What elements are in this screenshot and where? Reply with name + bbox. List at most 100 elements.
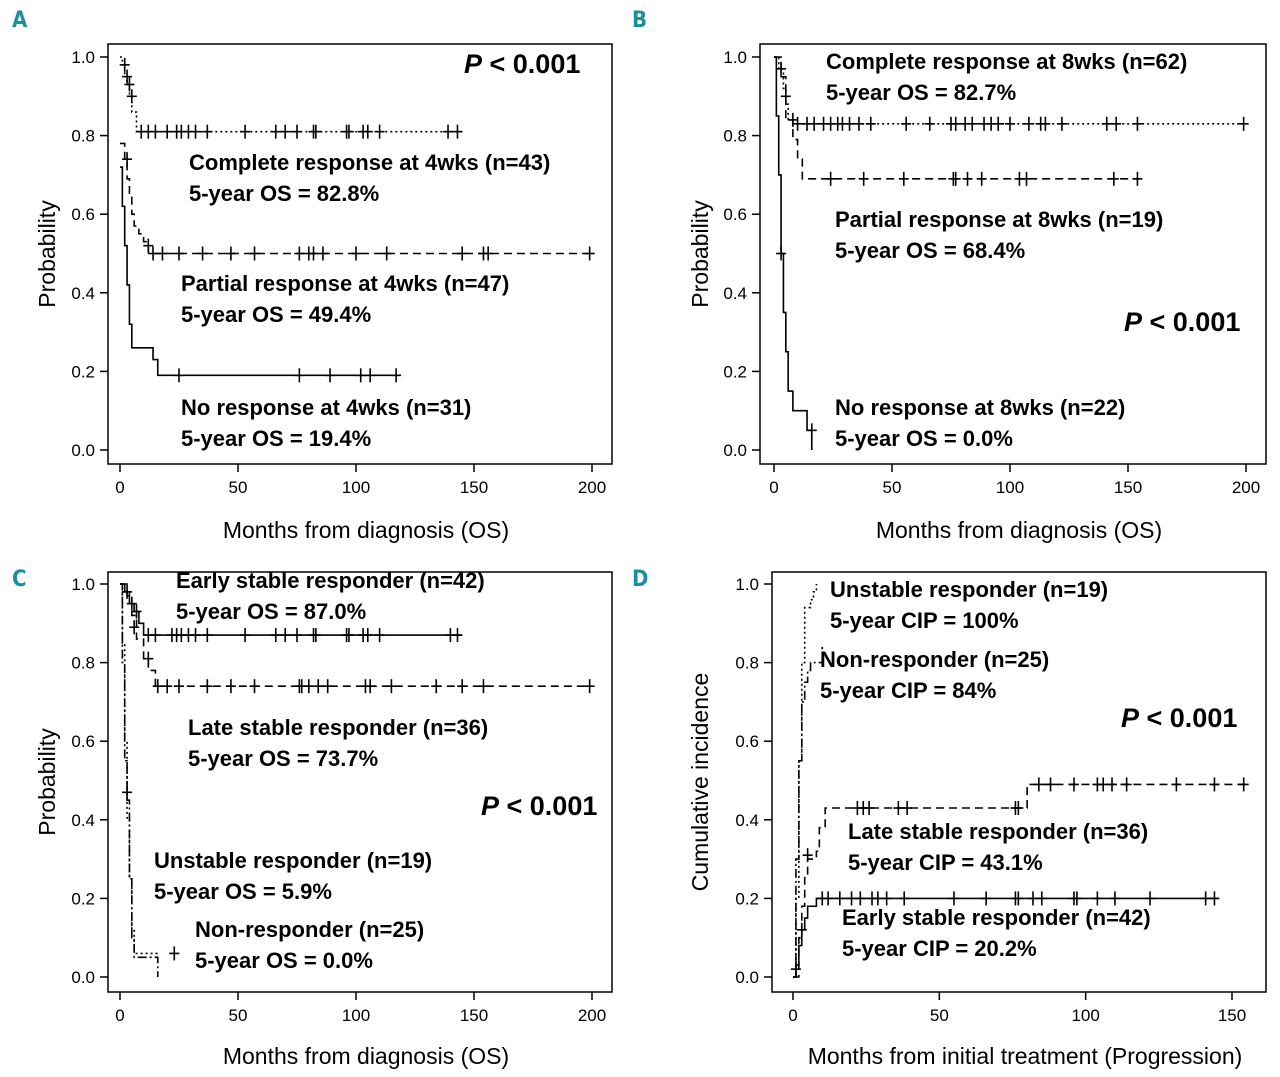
panel-a-series-3-legend-name: No response at 4wks (n=31) [181, 395, 471, 420]
panel-d-y-tick-label: 1.0 [735, 575, 759, 594]
panel-c-x-tick-label: 0 [115, 1006, 124, 1025]
panel-b-y-tick-label: 0.4 [723, 284, 747, 303]
panel-b-series-2-curve [774, 56, 1140, 180]
panel-d-p-value: P < 0.001 [1121, 703, 1237, 733]
panel-b-p-value-italic: P [1124, 307, 1143, 337]
panel-a-y-tick-label: 0.0 [71, 441, 95, 460]
panel-b-series-2-legend-name: Partial response at 8wks (n=19) [835, 207, 1163, 232]
panel-a-x-tick-label: 50 [229, 478, 248, 497]
panel-a-series-3-legend-summary: 5-year OS = 19.4% [181, 426, 371, 451]
panel-c-y-axis-label: Probability [34, 728, 60, 836]
panel-d-series-2-legend-name: Non-responder (n=25) [820, 647, 1049, 672]
panel-a-p-value: P < 0.001 [464, 49, 580, 79]
panel-b-series-3-legend-name: No response at 8wks (n=22) [835, 395, 1125, 420]
panel-c-y-tick-label: 0.2 [71, 889, 95, 908]
panel-a-x-tick-label: 0 [115, 478, 124, 497]
panel-c-x-tick-label: 50 [229, 1006, 248, 1025]
panel-d: D 0 50 100 150 0.0 0.2 0.4 0.6 0.8 1.0 Months from … [632, 567, 1267, 1069]
panel-c-series-2-legend-summary: 5-year OS = 73.7% [188, 746, 378, 771]
panel-c-series-1-legend-name: Early stable responder (n=42) [176, 568, 485, 593]
panel-a-series-1-legend-summary: 5-year OS = 82.8% [189, 181, 379, 206]
panel-b-x-tick-label: 0 [769, 478, 778, 497]
panel-a-x-tick-label: 200 [578, 478, 606, 497]
panel-d-p-value-rest: < 0.001 [1139, 703, 1237, 733]
panel-a-series-1-legend-name: Complete response at 4wks (n=43) [189, 150, 550, 175]
panel-c-series-2-curve [120, 583, 590, 687]
panel-d-letter: D [632, 567, 648, 592]
panel-a-series-3-curve [120, 166, 399, 377]
panel-d-series-3-legend-summary: 5-year CIP = 43.1% [848, 850, 1043, 875]
panel-d-y-tick-label: 0.4 [735, 811, 759, 830]
panel-d-x-tick-label: 50 [930, 1006, 949, 1025]
panel-a-series-1-curve [120, 56, 463, 133]
panel-b-y-axis-label: Probability [687, 200, 713, 308]
panel-b-y-tick-label: 0.0 [723, 441, 747, 460]
panel-b-y-tick-label: 1.0 [723, 48, 747, 67]
panel-c-series-3-legend-name: Unstable responder (n=19) [154, 848, 432, 873]
panel-a: A 0 50 100 150 200 0.0 0.2 0.4 0.6 0.8 1.0 Months fr… [12, 8, 613, 543]
panel-a-series-2-curve [120, 142, 590, 255]
panel-b-x-tick-label: 100 [996, 478, 1024, 497]
panel-c-y-tick-label: 0.4 [71, 811, 95, 830]
panel-c-x-tick-label: 200 [578, 1006, 606, 1025]
panel-c: C 0 50 100 150 200 0.0 0.2 0.4 0.6 0.8 1.0 Months fr… [12, 567, 613, 1069]
panel-c-y-tick-label: 0.0 [71, 968, 95, 987]
panel-b-p-value-rest: < 0.001 [1142, 307, 1240, 337]
panel-a-x-tick-label: 150 [460, 478, 488, 497]
panel-d-series-2-curve [793, 646, 824, 978]
panel-d-y-tick-label: 0.2 [735, 889, 759, 908]
panel-a-y-tick-label: 0.2 [71, 362, 95, 381]
panel-a-y-tick-label: 0.8 [71, 127, 95, 146]
panel-b-y-tick-label: 0.8 [723, 127, 747, 146]
panel-c-y-tick-label: 0.6 [71, 732, 95, 751]
panel-b-x-tick-label: 50 [883, 478, 902, 497]
panel-a-letter: A [12, 8, 28, 33]
panel-d-series-2-legend-summary: 5-year CIP = 84% [820, 678, 996, 703]
panel-c-x-axis-label: Months from diagnosis (OS) [223, 1043, 509, 1069]
panel-b-x-axis-label: Months from diagnosis (OS) [876, 517, 1162, 543]
panel-d-x-tick-label: 0 [788, 1006, 797, 1025]
panel-d-x-axis-label: Months from initial treatment (Progressi… [808, 1043, 1243, 1069]
panel-c-series-4-legend-summary: 5-year OS = 0.0% [195, 948, 373, 973]
panel-c-letter: C [12, 567, 27, 592]
panel-a-x-tick-label: 100 [342, 478, 370, 497]
panel-a-p-value-italic: P [464, 49, 483, 79]
panel-b-series-1-legend-name: Complete response at 8wks (n=62) [826, 49, 1187, 74]
panel-c-p-value: P < 0.001 [481, 791, 597, 821]
panel-a-x-axis-label: Months from diagnosis (OS) [223, 517, 509, 543]
panel-d-series-4-legend-summary: 5-year CIP = 20.2% [842, 936, 1037, 961]
panel-b-x-tick-label: 150 [1114, 478, 1142, 497]
panel-d-x-tick-label: 150 [1218, 1006, 1246, 1025]
panel-b-p-value: P < 0.001 [1124, 307, 1240, 337]
panel-d-series-4-legend-name: Early stable responder (n=42) [842, 905, 1151, 930]
panel-d-series-1-curve [793, 584, 818, 978]
panel-d-series-1-legend-name: Unstable responder (n=19) [830, 577, 1108, 602]
panel-c-plot-frame [107, 571, 613, 993]
panel-a-series-2-legend-name: Partial response at 4wks (n=47) [181, 271, 509, 296]
panel-b-x-tick-label: 200 [1232, 478, 1260, 497]
panel-d-series-3-legend-name: Late stable responder (n=36) [848, 819, 1148, 844]
panel-d-y-tick-label: 0.6 [735, 732, 759, 751]
panel-b-y-tick-label: 0.6 [723, 205, 747, 224]
panel-b-plot-frame [759, 43, 1267, 465]
panel-b-y-tick-label: 0.2 [723, 362, 747, 381]
panel-c-x-tick-label: 100 [342, 1006, 370, 1025]
panel-d-y-tick-label: 0.0 [735, 968, 759, 987]
panel-c-series-1-curve [120, 583, 463, 636]
panel-a-y-axis-label: Probability [34, 200, 60, 308]
panel-b-series-2-legend-summary: 5-year OS = 68.4% [835, 238, 1025, 263]
panel-a-p-value-rest: < 0.001 [482, 49, 580, 79]
panel-b: B 0 50 100 150 200 0.0 0.2 0.4 0.6 0.8 1.0 Months fr… [632, 8, 1267, 543]
panel-c-series-4-curve [120, 583, 159, 977]
panel-c-y-tick-label: 1.0 [71, 575, 95, 594]
panel-b-series-3-legend-summary: 5-year OS = 0.0% [835, 426, 1013, 451]
panel-a-y-tick-label: 1.0 [71, 48, 95, 67]
panel-a-y-tick-label: 0.4 [71, 284, 95, 303]
panel-c-series-4-legend-name: Non-responder (n=25) [195, 917, 424, 942]
panel-d-x-tick-label: 100 [1071, 1006, 1099, 1025]
panel-c-p-value-rest: < 0.001 [499, 791, 597, 821]
panel-d-series-1-legend-summary: 5-year CIP = 100% [830, 608, 1019, 633]
panel-a-series-2-legend-summary: 5-year OS = 49.4% [181, 302, 371, 327]
panel-d-y-tick-label: 0.8 [735, 654, 759, 673]
